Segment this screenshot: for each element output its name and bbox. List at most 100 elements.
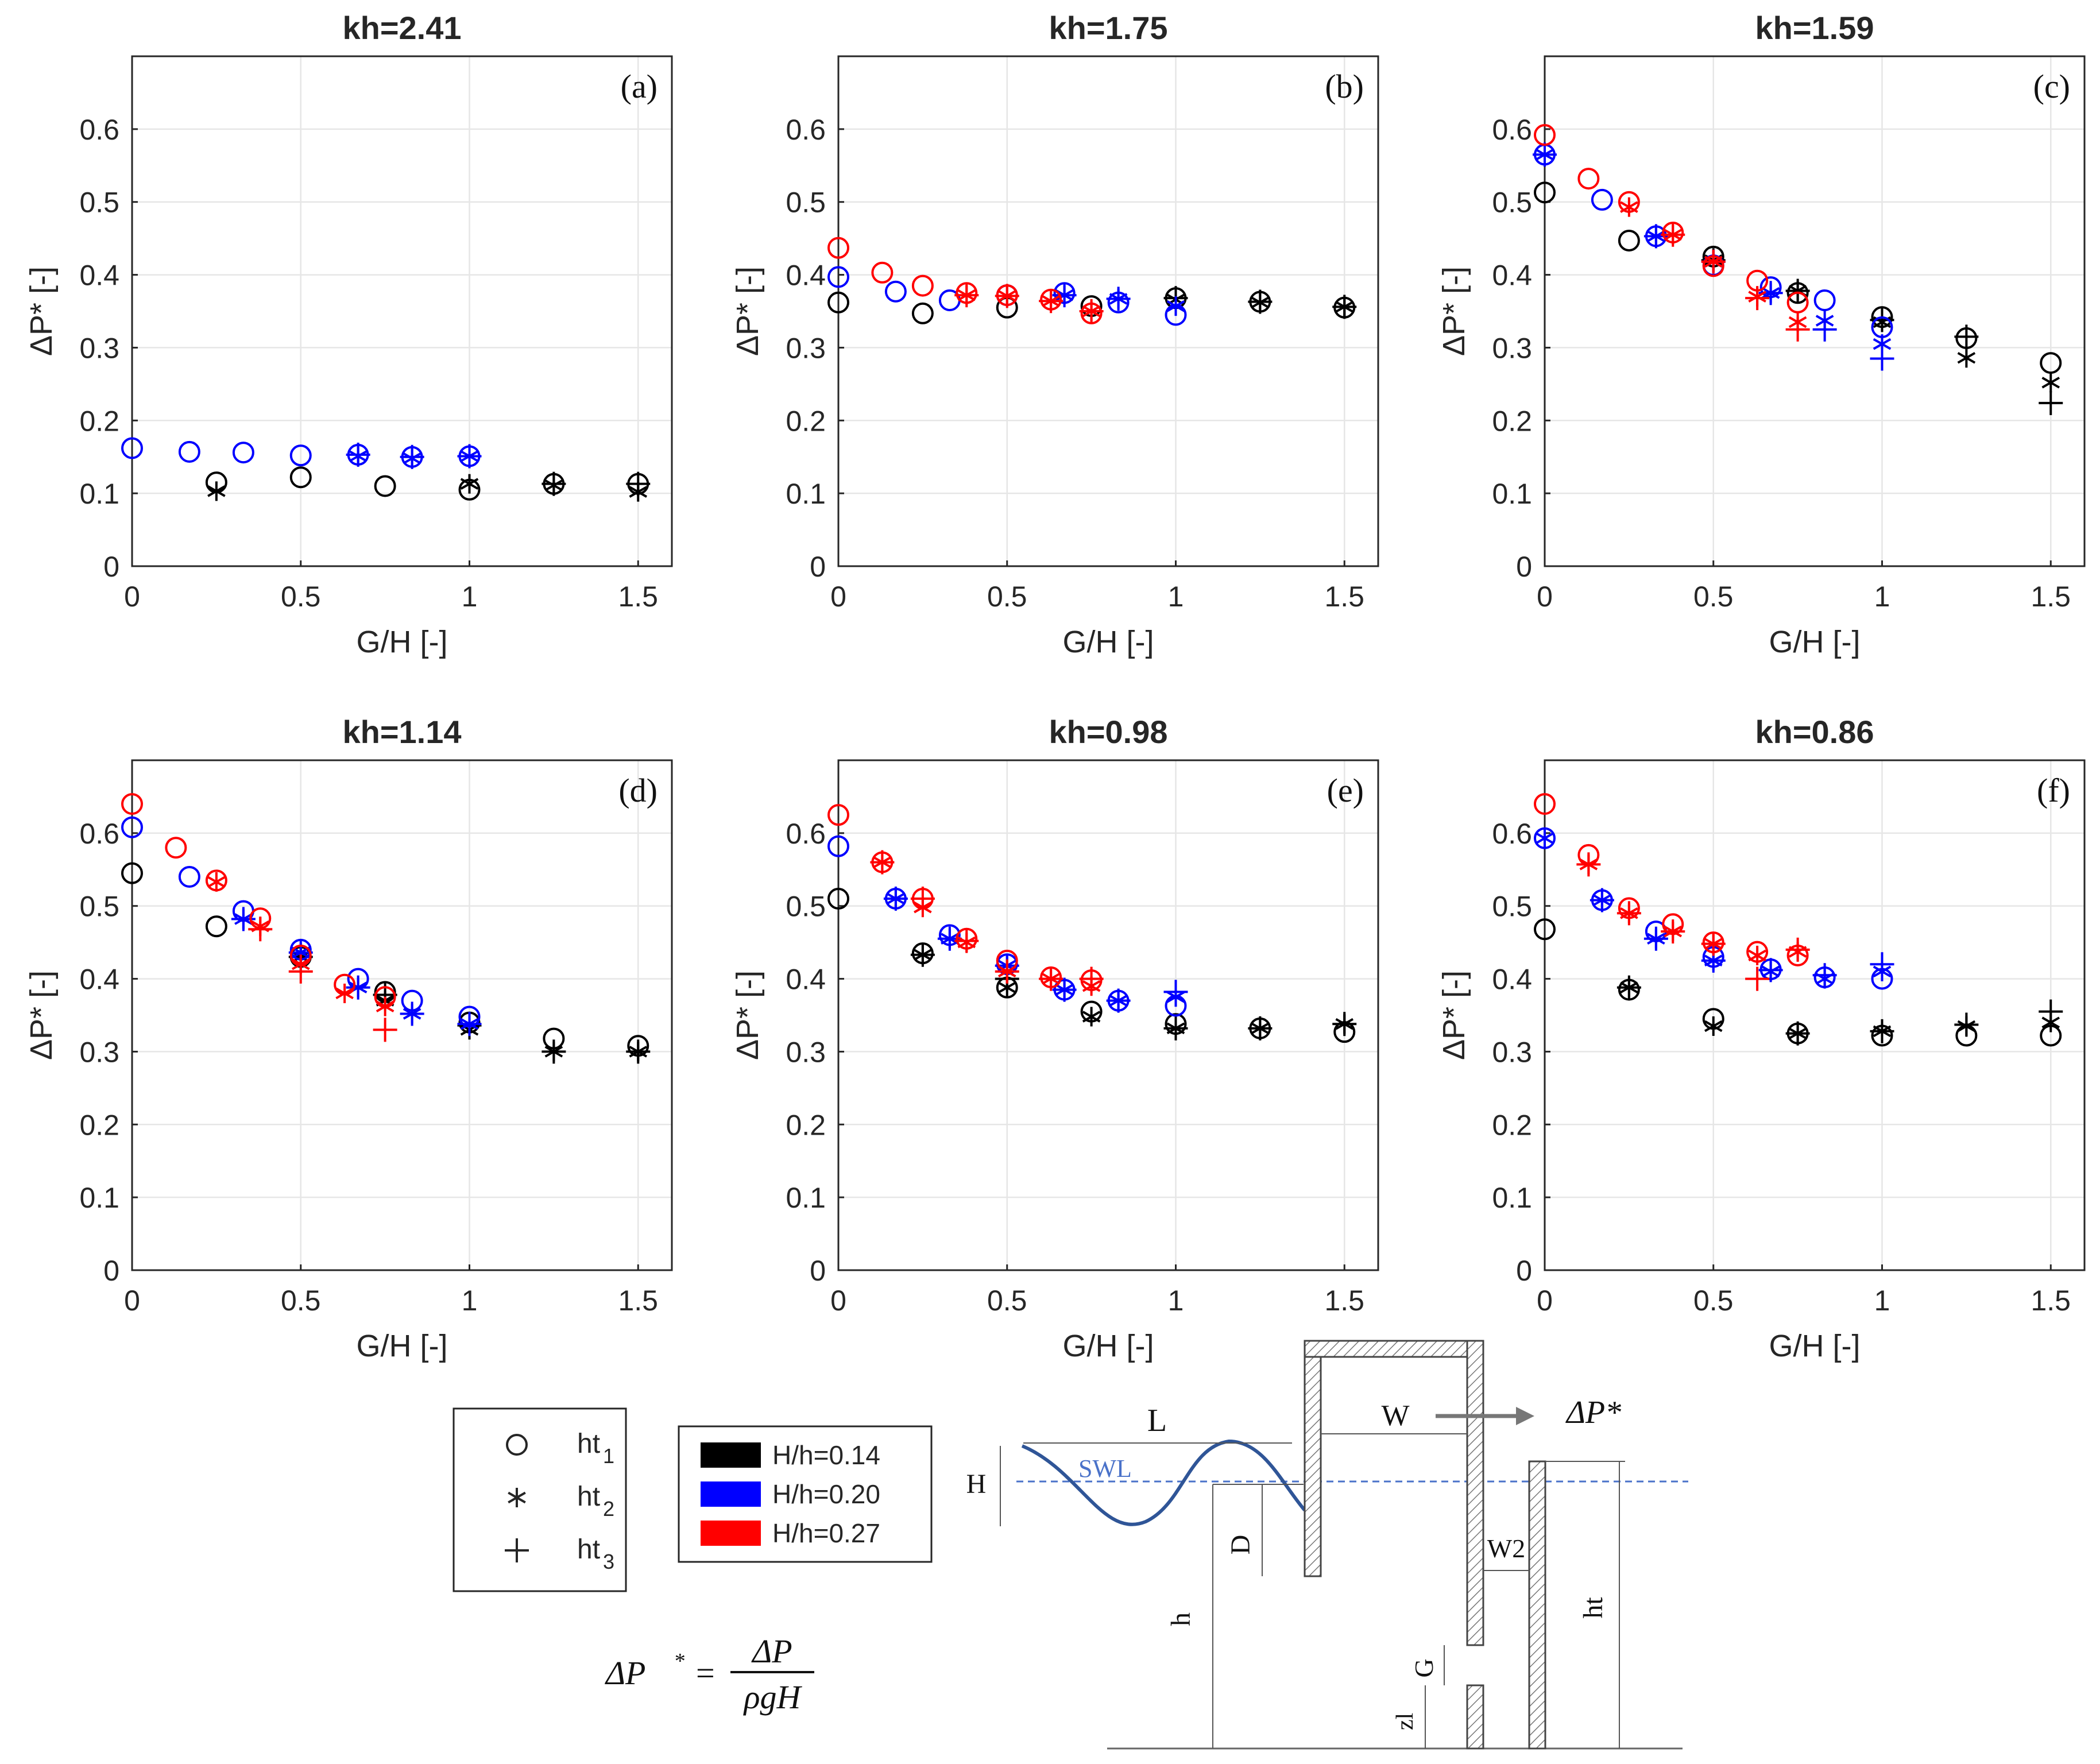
data-point-plus <box>1052 283 1077 308</box>
draft-label: D <box>1225 1535 1256 1555</box>
x-tick-label: 1.5 <box>2031 1285 2071 1317</box>
data-point-circle <box>827 835 849 857</box>
x-axis-label: G/H [-] <box>1769 1329 1861 1363</box>
data-point-plus <box>1661 222 1685 247</box>
panel-label: (d) <box>618 772 658 809</box>
sill-height-label: zl <box>1392 1713 1418 1730</box>
y-tick-label: 0.4 <box>79 964 119 996</box>
chart-panel-d: 0 0.5 1 1.5 0 0.1 0.2 0.3 0.4 0.5 0.6 kh=1.14 (d) G/H… <box>24 714 673 1363</box>
wavelength-label: L <box>1147 1403 1167 1438</box>
data-point-circle <box>178 865 200 888</box>
data-point-circle <box>884 280 907 303</box>
series-blue-plus <box>1589 888 1894 988</box>
data-point-plus <box>1785 278 1810 303</box>
data-point-asterisk <box>1536 828 1554 848</box>
data-point-circle <box>827 291 849 314</box>
back-wall <box>1528 1460 1546 1750</box>
data-point-plus <box>1106 988 1131 1013</box>
y-tick-label: 0.4 <box>786 964 826 996</box>
data-point-asterisk <box>1704 1016 1723 1036</box>
panel-title: kh=1.14 <box>342 714 461 750</box>
data-point-circle <box>121 793 143 815</box>
y-axis-label: ΔP* [-] <box>24 266 59 356</box>
legend-marker-asterisk <box>508 1488 526 1507</box>
panel-title: kh=1.59 <box>1755 10 1874 46</box>
data-point-asterisk <box>207 481 226 501</box>
chamber-width-label: W <box>1381 1399 1409 1432</box>
legend-marker-subscript: 3 <box>603 1550 614 1573</box>
y-tick-label: 0.6 <box>1492 114 1532 146</box>
data-point-plus <box>346 975 370 1000</box>
panel-title: kh=1.75 <box>1049 10 1167 46</box>
x-tick-label: 0.5 <box>1693 581 1734 613</box>
x-tick-label: 1 <box>1168 581 1184 613</box>
data-point-circle <box>1786 291 1809 314</box>
data-point-plus <box>373 1018 397 1042</box>
data-point-plus <box>1812 317 1837 342</box>
data-point-plus <box>954 929 979 953</box>
y-tick-label: 0.1 <box>786 1182 826 1214</box>
y-tick-label: 0.5 <box>1492 187 1532 219</box>
data-point-plus <box>1701 931 1726 956</box>
data-point-plus <box>910 942 935 967</box>
x-tick-label: 0 <box>1537 581 1553 613</box>
x-tick-label: 0.5 <box>281 1285 321 1317</box>
data-point-circle <box>289 466 312 489</box>
data-point-plus <box>1701 249 1726 274</box>
axes-frame <box>1544 55 2086 567</box>
data-point-plus <box>995 284 1019 308</box>
data-point-circle <box>374 475 396 497</box>
data-point-plus <box>248 917 273 942</box>
y-axis-label: ΔP* [-] <box>24 970 59 1060</box>
data-point-circle <box>2040 352 2062 374</box>
data-point-asterisk <box>335 983 354 1003</box>
y-tick-label: 0.1 <box>79 1182 119 1214</box>
y-axis-label: ΔP* [-] <box>730 970 765 1060</box>
legend-marker-label: ht <box>577 1429 600 1459</box>
roof <box>1304 1340 1481 1358</box>
y-tick-label: 0 <box>103 551 119 583</box>
data-point-plus <box>457 444 482 469</box>
color-legend-item: H/h=0.14 <box>701 1440 880 1470</box>
panel-title: kh=2.41 <box>342 10 461 46</box>
y-tick-label: 0.5 <box>79 891 119 923</box>
data-point-circle <box>1534 181 1556 204</box>
data-point-asterisk <box>1082 1007 1101 1027</box>
series-black-plus <box>1616 975 2063 1046</box>
data-point-circle <box>121 437 143 459</box>
legend-color-label: H/h=0.20 <box>772 1479 880 1509</box>
data-point-circle <box>1534 124 1556 146</box>
panel-label: (a) <box>621 68 658 105</box>
y-tick-label: 0.1 <box>79 478 119 510</box>
data-point-plus <box>457 1012 482 1036</box>
structure-schematic: SWL L H h D W ΔP* W2 <box>966 1340 1688 1750</box>
back-wall-height-label: ht <box>1578 1597 1608 1619</box>
y-tick-label: 0 <box>1516 551 1532 583</box>
data-point-circle <box>1618 229 1640 252</box>
panel-label: (f) <box>2037 772 2070 809</box>
gap-label: G <box>1409 1658 1438 1677</box>
panel-label: (e) <box>1327 772 1364 809</box>
data-point-plus <box>1533 142 1557 167</box>
y-tick-label: 0.3 <box>786 332 826 364</box>
data-point-plus <box>1954 324 1979 349</box>
panel-label: (b) <box>1325 68 1364 105</box>
swl-label: SWL <box>1078 1454 1132 1483</box>
data-point-asterisk <box>1620 197 1638 217</box>
data-point-asterisk <box>207 872 226 892</box>
data-point-circle <box>1534 793 1556 815</box>
y-axis-label: ΔP* [-] <box>730 266 765 356</box>
data-point-circle <box>827 266 849 288</box>
chart-panel-b: 0 0.5 1 1.5 0 0.1 0.2 0.3 0.4 0.5 0.6 kh=1.75 (b) G/H… <box>730 10 1379 659</box>
data-point-plus <box>1079 299 1104 323</box>
data-point-plus <box>542 471 566 496</box>
x-tick-label: 0 <box>830 1285 846 1317</box>
y-tick-label: 0.6 <box>1492 818 1532 850</box>
x-tick-label: 1.5 <box>2031 581 2071 613</box>
x-tick-label: 0 <box>124 581 140 613</box>
data-point-plus <box>1954 1012 1979 1037</box>
data-point-plus <box>1052 977 1077 1002</box>
pressure-arrowhead <box>1516 1407 1534 1425</box>
legend-color-swatch <box>701 1521 761 1546</box>
